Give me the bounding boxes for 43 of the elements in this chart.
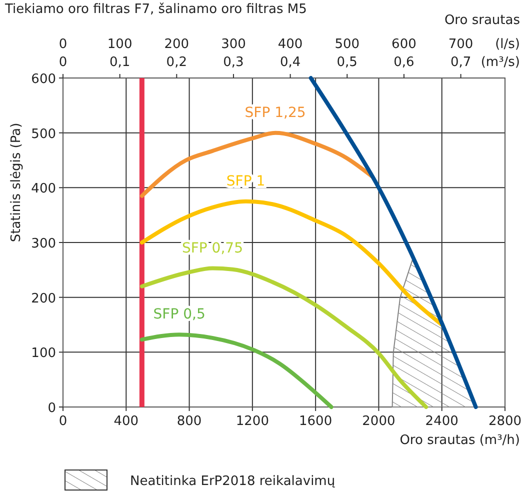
text: 0,4: [280, 55, 301, 70]
text: 0,2: [166, 55, 187, 70]
text: Oro srautas: [444, 13, 520, 28]
x-tick-label: 2000: [362, 414, 396, 429]
y-tick-label: 0: [48, 401, 56, 416]
x2-tick-label: 400: [278, 37, 303, 52]
x-tick-label: 2400: [425, 414, 458, 429]
y-axis-title: Statinis slėgis (Pa): [9, 122, 24, 242]
series-label: SFP 1: [226, 173, 266, 190]
y-tick-label: 400: [31, 182, 56, 197]
text: 0,5: [336, 55, 358, 70]
x2-tick-label: 300: [221, 37, 246, 52]
x-tick-label: 800: [176, 414, 202, 429]
x-tick-label: 1200: [236, 414, 269, 429]
legend-label: Neatitinka ErP2018 reikalavimų: [130, 474, 336, 489]
x2-tick-label: 600: [392, 37, 416, 52]
line-series: [140, 332, 334, 409]
chart-title: Tiekiamo oro filtras F7, šalinamo oro filtras M5: [4, 2, 307, 17]
x-tick-label: 2800: [488, 414, 522, 429]
x-tick-label: 400: [114, 414, 139, 429]
x2-tick-label: 200: [164, 37, 190, 52]
line-series: [308, 76, 478, 409]
text: 0,1: [109, 55, 130, 70]
line-series: [140, 199, 444, 327]
x-tick-label: 1600: [299, 414, 332, 429]
text: 0,7: [450, 55, 472, 70]
x2-tick-label: 700: [448, 37, 474, 52]
x-axis-title: Oro srautas (m³/h): [400, 433, 520, 448]
text: 0: [58, 55, 68, 70]
text: (m³/s): [480, 55, 520, 70]
y-tick-label: 200: [31, 291, 56, 306]
line-series: [140, 266, 428, 409]
y-tick-label: 100: [31, 346, 56, 362]
text: 0,3: [223, 55, 244, 70]
y-tick-label: 500: [31, 126, 56, 142]
x2-tick-label: 100: [107, 37, 132, 52]
text: 0,6: [394, 55, 414, 70]
y-tick-label: 600: [31, 72, 56, 87]
y-tick-label: 300: [31, 236, 56, 252]
x2-axis-title: (l/s): [495, 37, 520, 52]
x-tick-label: 0: [58, 414, 68, 429]
x2-tick-label: 0: [58, 37, 68, 52]
x2-tick-label: 500: [334, 37, 360, 52]
